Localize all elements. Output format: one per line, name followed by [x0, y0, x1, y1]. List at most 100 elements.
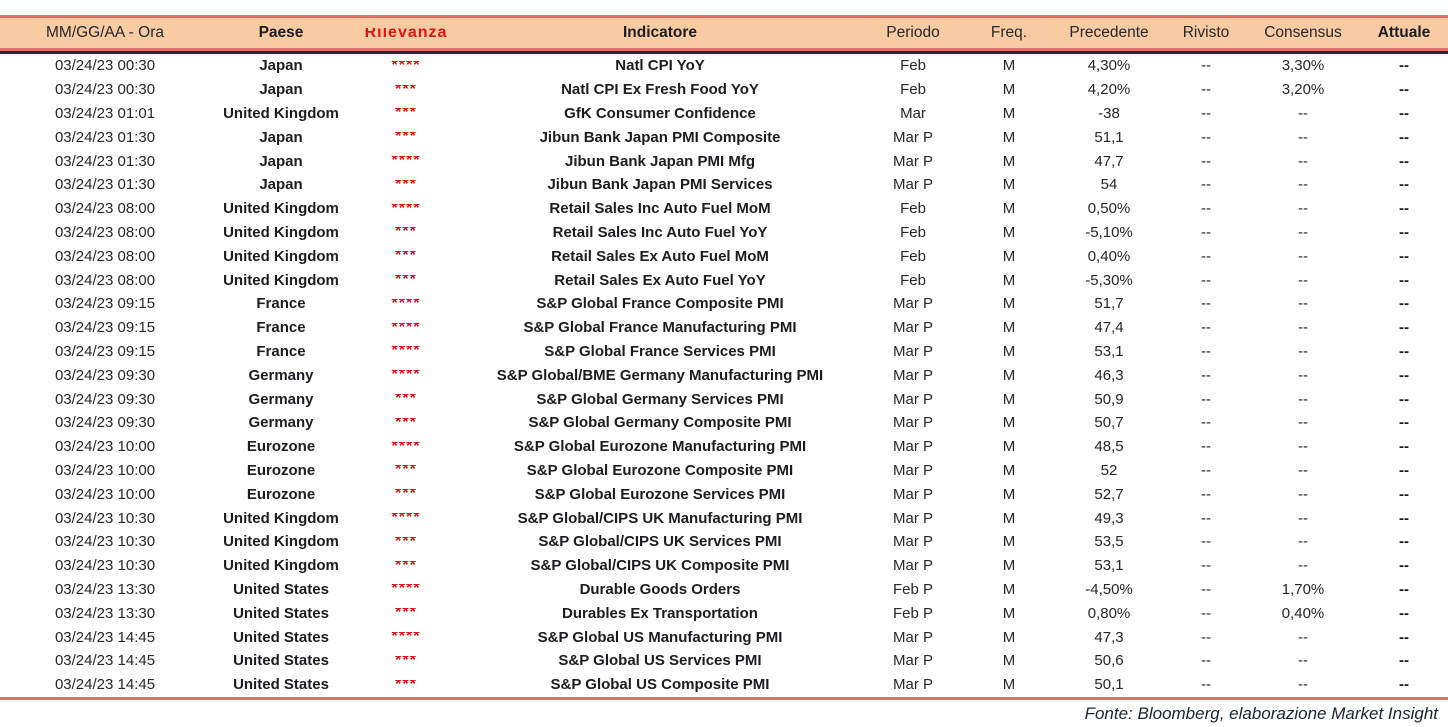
cell-datetime: 03/24/23 08:00 [54, 271, 156, 289]
cell-actual: -- [1399, 366, 1409, 384]
cell-datetime: 03/24/23 09:30 [54, 390, 156, 408]
cell-previous: 47,3 [1094, 628, 1124, 646]
cell-consensus: 0,40% [1281, 604, 1325, 622]
cell-freq: M [1002, 533, 1016, 551]
cell-period: Mar P [892, 676, 933, 694]
table-row: 03/24/23 14:45 United States *** S&P Global… [0, 673, 1448, 697]
cell-country: France [256, 342, 306, 360]
cell-previous: 49,3 [1094, 509, 1124, 527]
table-row: 03/24/23 10:00 Eurozone *** S&P Global Euro… [0, 459, 1448, 483]
cell-revised: -- [1201, 366, 1211, 384]
cell-indicator: Durables Ex Transportation [562, 604, 758, 622]
cell-datetime: 03/24/23 10:30 [54, 533, 156, 551]
cell-consensus: -- [1298, 557, 1308, 575]
cell-datetime: 03/24/23 13:30 [54, 580, 156, 598]
cell-datetime: 03/24/23 10:30 [54, 509, 156, 527]
cell-revised: -- [1201, 295, 1211, 313]
cell-revised: -- [1201, 247, 1211, 265]
cell-indicator: Retail Sales Ex Auto Fuel MoM [551, 247, 769, 265]
cell-indicator: Natl CPI Ex Fresh Food YoY [561, 81, 759, 99]
cell-actual: -- [1399, 319, 1409, 337]
cell-revised: -- [1201, 319, 1211, 337]
cell-actual: -- [1399, 128, 1409, 146]
column-header-country: Paese [258, 24, 304, 41]
top-margin [0, 0, 1448, 15]
cell-freq: M [1002, 200, 1016, 218]
cell-period: Mar P [892, 366, 933, 384]
cell-previous: 50,1 [1094, 676, 1124, 694]
cell-revised: -- [1201, 652, 1211, 670]
cell-relevance: *** [395, 608, 417, 619]
cell-consensus: -- [1298, 438, 1308, 456]
cell-freq: M [1002, 176, 1016, 194]
cell-freq: M [1002, 295, 1016, 313]
cell-consensus: -- [1298, 223, 1308, 241]
cell-country: Eurozone [246, 485, 316, 503]
cell-freq: M [1002, 580, 1016, 598]
table-row: 03/24/23 14:45 United States **** S&P Globa… [0, 625, 1448, 649]
cell-previous: 51,1 [1094, 128, 1124, 146]
table-row: 03/24/23 13:30 United States *** Durables E… [0, 601, 1448, 625]
table-row: 03/24/23 01:30 Japan **** Jibun Bank Japan … [0, 149, 1448, 173]
cell-consensus: -- [1298, 414, 1308, 432]
cell-period: Feb P [892, 580, 934, 598]
cell-indicator: S&P Global France Composite PMI [536, 295, 784, 313]
column-header-consensus: Consensus [1264, 24, 1342, 41]
cell-relevance: **** [391, 298, 421, 309]
cell-period: Feb [900, 57, 926, 75]
table-row: 03/24/23 09:15 France **** S&P Global Franc… [0, 292, 1448, 316]
cell-period: Mar P [892, 128, 933, 146]
cell-actual: -- [1399, 176, 1409, 194]
cell-actual: -- [1399, 652, 1409, 670]
cell-country: Japan [259, 81, 303, 99]
cell-consensus: -- [1298, 247, 1308, 265]
header-top-rule [0, 15, 1448, 18]
cell-revised: -- [1201, 271, 1211, 289]
table-row: 03/24/23 10:30 United Kingdom **** S&P Glob… [0, 506, 1448, 530]
cell-country: United States [233, 652, 329, 670]
table-body: 03/24/23 00:30 Japan **** Natl CPI YoY Feb M 4… [0, 54, 1448, 697]
cell-indicator: Durable Goods Orders [579, 580, 741, 598]
cell-period: Mar P [892, 509, 933, 527]
cell-country: United Kingdom [223, 509, 339, 527]
cell-revised: -- [1201, 557, 1211, 575]
cell-relevance: *** [395, 251, 417, 262]
cell-country: United Kingdom [223, 223, 339, 241]
cell-datetime: 03/24/23 08:00 [54, 223, 156, 241]
cell-relevance: **** [391, 370, 421, 381]
cell-datetime: 03/24/23 10:00 [54, 438, 156, 456]
cell-relevance: *** [395, 132, 417, 143]
cell-consensus: -- [1298, 152, 1308, 170]
table-row: 03/24/23 08:00 United Kingdom *** Retail Sa… [0, 221, 1448, 245]
cell-country: United States [233, 628, 329, 646]
table-row: 03/24/23 09:15 France **** S&P Global Franc… [0, 316, 1448, 340]
table-row: 03/24/23 08:00 United Kingdom *** Retail Sa… [0, 244, 1448, 268]
cell-relevance: *** [395, 275, 417, 286]
cell-period: Mar P [892, 319, 933, 337]
cell-previous: 54 [1100, 176, 1118, 194]
cell-datetime: 03/24/23 01:30 [54, 176, 156, 194]
cell-actual: -- [1399, 200, 1409, 218]
cell-revised: -- [1201, 438, 1211, 456]
cell-revised: -- [1201, 604, 1211, 622]
cell-freq: M [1002, 81, 1016, 99]
cell-country: United Kingdom [223, 200, 339, 218]
cell-country: Japan [259, 152, 303, 170]
cell-indicator: S&P Global/CIPS UK Composite PMI [530, 557, 790, 575]
cell-previous: 0,80% [1087, 604, 1131, 622]
cell-previous: 53,1 [1094, 342, 1124, 360]
cell-previous: 53,1 [1094, 557, 1124, 575]
cell-relevance: **** [391, 322, 421, 333]
cell-actual: -- [1399, 390, 1409, 408]
cell-freq: M [1002, 152, 1016, 170]
cell-relevance: **** [391, 632, 421, 643]
cell-revised: -- [1201, 676, 1211, 694]
cell-freq: M [1002, 390, 1016, 408]
cell-indicator: S&P Global France Manufacturing PMI [523, 319, 797, 337]
cell-freq: M [1002, 271, 1016, 289]
cell-datetime: 03/24/23 14:45 [54, 628, 156, 646]
cell-actual: -- [1399, 81, 1409, 99]
cell-consensus: 3,30% [1281, 57, 1325, 75]
cell-actual: -- [1399, 295, 1409, 313]
table-row: 03/24/23 10:30 United Kingdom *** S&P Globa… [0, 554, 1448, 578]
